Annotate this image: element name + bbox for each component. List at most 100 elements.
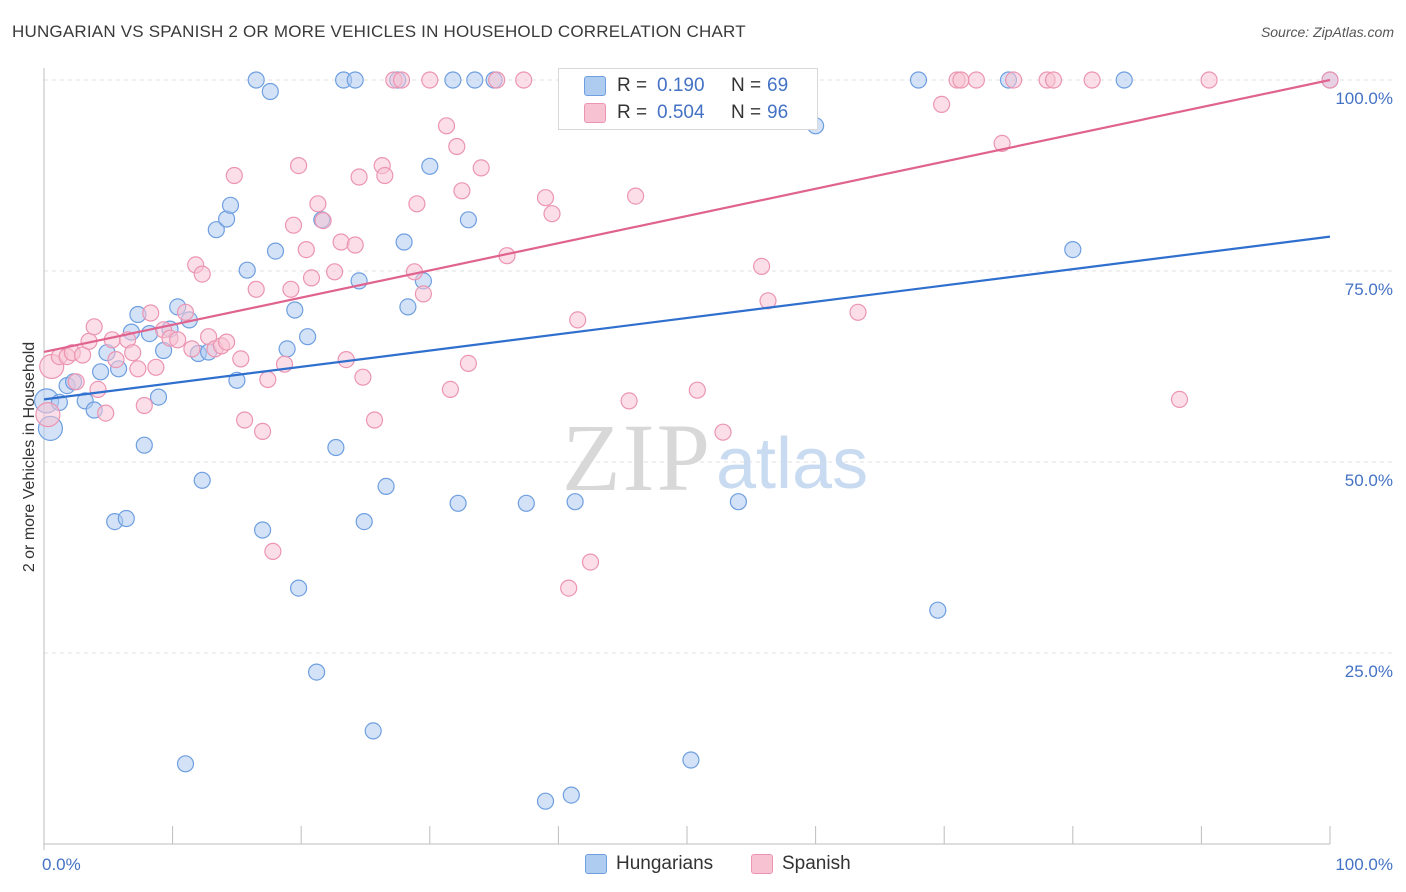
spanish-point: [309, 195, 327, 213]
hungarian-point: [355, 512, 373, 531]
hungarian-point: [364, 722, 382, 740]
hungarian-point: [562, 786, 580, 804]
spanish-point: [472, 159, 490, 177]
spanish-point: [346, 236, 364, 254]
spanish-point: [952, 71, 970, 89]
hungarian-point: [466, 71, 484, 89]
y-tick-label: 100.0%: [1335, 89, 1393, 108]
spanish-point: [626, 187, 645, 205]
spanish-point: [408, 195, 426, 213]
spanish-point: [259, 370, 277, 389]
spanish-point: [488, 71, 506, 89]
spanish-point: [365, 411, 384, 429]
spanish-point: [448, 137, 466, 156]
spanish-point: [441, 380, 459, 398]
tick-labels: 25.0% 50.0% 75.0% 100.0% 0.0% 100.0%: [42, 89, 1393, 874]
spanish-point: [264, 542, 282, 561]
spanish-point: [967, 71, 986, 89]
spanish-point: [85, 318, 103, 336]
hungarian-point: [421, 157, 439, 175]
hungarian-point: [254, 521, 272, 539]
hungarian-point: [207, 221, 225, 239]
spanish-point: [282, 280, 300, 298]
spanish-point: [581, 553, 600, 571]
source-credit: Source: ZipAtlas.com: [1260, 24, 1394, 40]
r-label: R =: [617, 75, 648, 96]
spanish-point: [302, 269, 321, 287]
spanish-point: [421, 71, 439, 89]
spanish-swatch: [584, 103, 606, 123]
spanish-point: [620, 392, 638, 410]
spanish-point: [193, 265, 211, 283]
spanish-point: [1004, 71, 1023, 89]
spanish-point: [129, 360, 147, 378]
hungarian-point: [91, 363, 110, 381]
spanish-point: [1200, 71, 1218, 89]
spanish-point: [437, 117, 456, 135]
spanish-point: [232, 350, 250, 368]
spanish-point: [569, 311, 587, 329]
spanish-point: [354, 368, 372, 386]
spanish-point: [536, 189, 555, 207]
spanish-point: [688, 381, 706, 399]
spanish-point: [225, 166, 243, 185]
spanish-point: [515, 71, 533, 89]
spanish-trend-line: [43, 78, 1331, 354]
hungarian-point: [566, 493, 584, 511]
spanish-point: [560, 579, 578, 597]
hungarians-trend-line: [43, 235, 1331, 401]
hungarian-point: [117, 509, 135, 528]
legend-label: Hungarians: [616, 853, 714, 874]
hungarian-point: [290, 579, 308, 597]
hungarian-point: [517, 494, 535, 512]
spanish-point: [67, 373, 85, 391]
watermark-atlas: atlas: [716, 424, 868, 504]
hungarian-point: [266, 242, 285, 260]
hungarian-point: [377, 477, 395, 495]
spanish-point: [89, 380, 107, 398]
spanish-point: [392, 71, 411, 89]
hungarian-point: [909, 71, 928, 89]
hungarian-point: [135, 436, 153, 454]
x-tick-label: 100.0%: [1335, 855, 1393, 874]
spanish-point: [332, 233, 350, 251]
r-value: 0.190: [657, 75, 705, 96]
hungarian-point: [444, 71, 462, 89]
y-tick-label: 75.0%: [1345, 280, 1393, 299]
n-value: 96: [767, 102, 789, 123]
watermark-zip: ZIP: [562, 404, 712, 511]
hungarians-swatch: [585, 854, 607, 874]
spanish-point: [142, 304, 160, 322]
spanish-point: [124, 344, 142, 362]
hungarian-point: [327, 438, 345, 457]
spanish-point: [236, 411, 254, 429]
y-tick-label: 25.0%: [1345, 662, 1393, 681]
spanish-point: [350, 168, 368, 186]
spanish-point: [247, 280, 265, 298]
spanish-point: [849, 303, 867, 321]
spanish-point: [254, 422, 272, 440]
n-label: N =: [731, 102, 762, 123]
spanish-point: [714, 423, 732, 441]
hungarian-point: [247, 71, 265, 89]
hungarian-point: [459, 211, 477, 229]
y-tick-label: 50.0%: [1345, 471, 1393, 490]
spanish-point: [752, 257, 771, 275]
hungarian-point: [278, 340, 296, 358]
spanish-point: [284, 216, 303, 234]
stats-legend: R = 0.190 N = 69 R = 0.504 N = 96: [558, 68, 818, 130]
hungarian-point: [261, 82, 279, 101]
hungarian-point: [395, 233, 413, 251]
spanish-point: [176, 303, 195, 321]
hungarian-point: [221, 196, 240, 214]
hungarian-point: [929, 601, 947, 619]
spanish-point: [326, 263, 344, 281]
spanish-point: [932, 95, 951, 114]
hungarian-point: [149, 388, 168, 406]
spanish-point: [1083, 71, 1101, 89]
spanish-point: [97, 404, 115, 422]
hungarian-point: [299, 328, 317, 346]
x-tick-label: 0.0%: [42, 855, 81, 874]
hungarian-point: [729, 493, 748, 511]
